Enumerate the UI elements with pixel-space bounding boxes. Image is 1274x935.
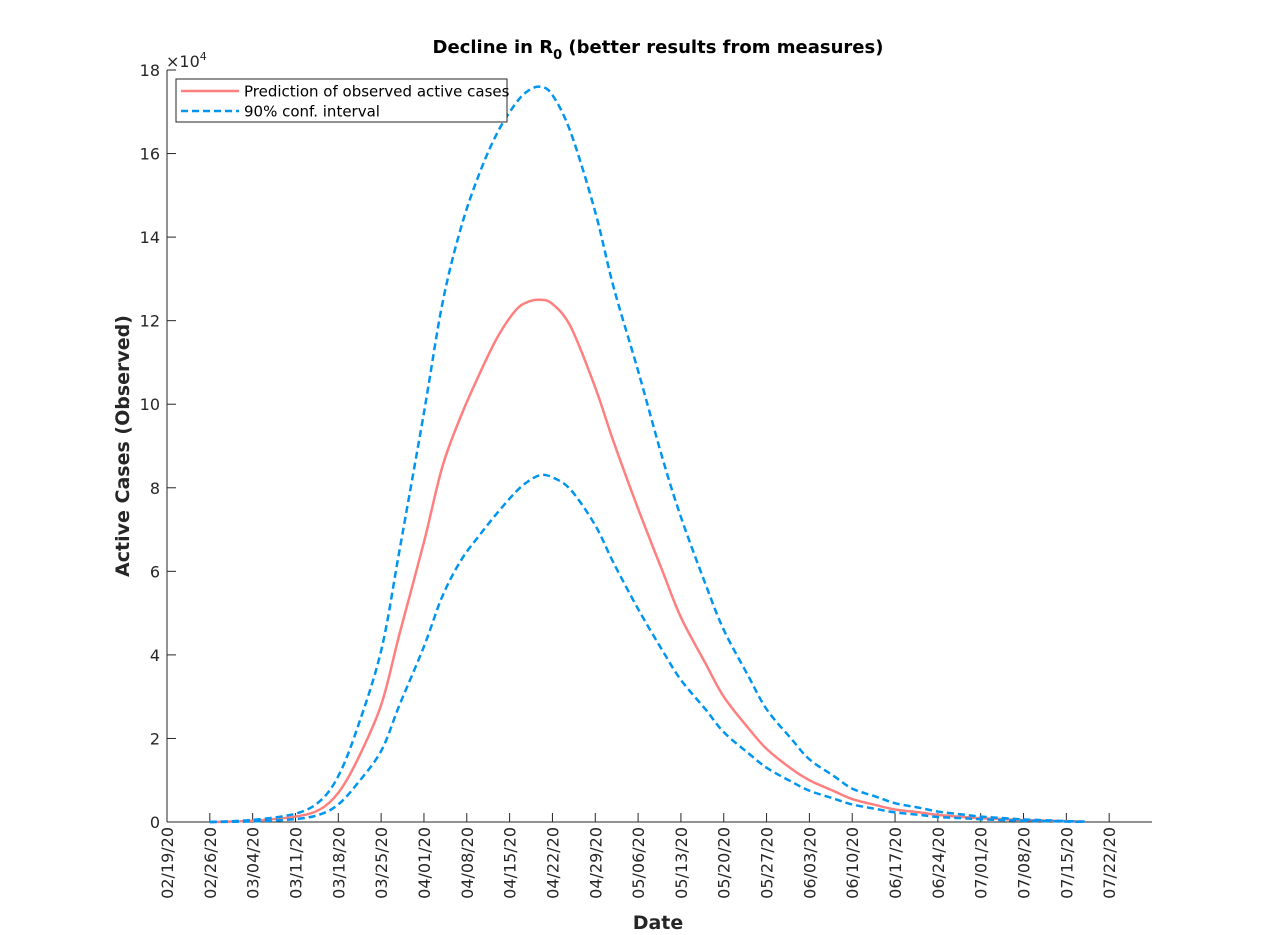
x-tick-label: 07/08/20 [1015,827,1034,899]
y-tick-label: 16 [140,145,160,164]
y-tick-label: 14 [140,228,160,247]
y-tick-label: 0 [150,813,160,832]
y-axis-title: Active Cases (Observed) [112,315,134,577]
x-tick-label: 04/01/20 [415,827,434,899]
legend-box [175,78,508,123]
x-tick-label: 04/22/20 [543,827,562,899]
x-tick-label: 06/24/20 [929,827,948,899]
x-tick-label: 04/29/20 [586,827,605,899]
x-tick-label: 07/15/20 [1057,827,1076,899]
x-tick-label: 04/08/20 [458,827,477,899]
y-tick-label: 18 [140,61,160,80]
series-group [209,85,1085,824]
x-tick-label: 05/06/20 [629,827,648,899]
chart-title: Decline in R0 (better results from measu… [433,37,884,63]
chart-title-subscript: 0 [553,48,562,63]
x-tick-label: 05/20/20 [715,827,734,899]
y-tick-label: 2 [150,729,160,748]
y-multiplier-exponent: 4 [200,50,207,63]
y-tick-label: 12 [140,312,160,331]
x-tick-label: 03/25/20 [372,827,391,899]
legend-label-prediction: Prediction of observed active cases [244,83,510,101]
y-tick-label: 8 [150,479,160,498]
x-tick-label: 04/15/20 [501,827,520,899]
x-tick-label: 03/18/20 [329,827,348,899]
series-line-conf-upper [209,85,1085,824]
y-axis-ticks: 0 2 4 6 8 10 12 14 16 18 [140,61,176,832]
x-axis-ticks: 02/19/20 02/26/20 03/04/20 03/11/20 03/18/20… [158,813,1119,899]
x-tick-label: 06/17/20 [886,827,905,899]
y-tick-label: 10 [140,395,160,414]
axes [166,70,1152,823]
y-tick-label: 4 [150,646,160,665]
x-tick-label: 05/13/20 [672,827,691,899]
x-tick-label: 05/27/20 [758,827,777,899]
legend-label-conf-interval: 90% conf. interval [244,103,380,121]
x-tick-label: 07/01/20 [972,827,991,899]
x-axis-title: Date [633,912,684,934]
chart-title-rest: (better results from measures) [562,37,883,58]
y-multiplier-base: ×10 [166,52,200,71]
x-tick-label: 02/26/20 [201,827,220,899]
x-tick-label: 06/10/20 [843,827,862,899]
series-line-prediction [209,298,1085,824]
chart-title-main: Decline in R [433,37,554,58]
x-tick-label: 02/19/20 [158,827,177,899]
x-tick-label: 03/04/20 [244,827,263,899]
series-line-conf-lower [209,473,1085,824]
x-tick-label: 07/22/20 [1100,827,1119,899]
y-axis-multiplier: ×104 [166,50,207,71]
y-tick-label: 6 [150,562,160,581]
x-tick-label: 06/03/20 [800,827,819,899]
x-tick-label: 03/11/20 [286,827,305,899]
legend: Prediction of observed active cases 90% … [175,78,510,123]
